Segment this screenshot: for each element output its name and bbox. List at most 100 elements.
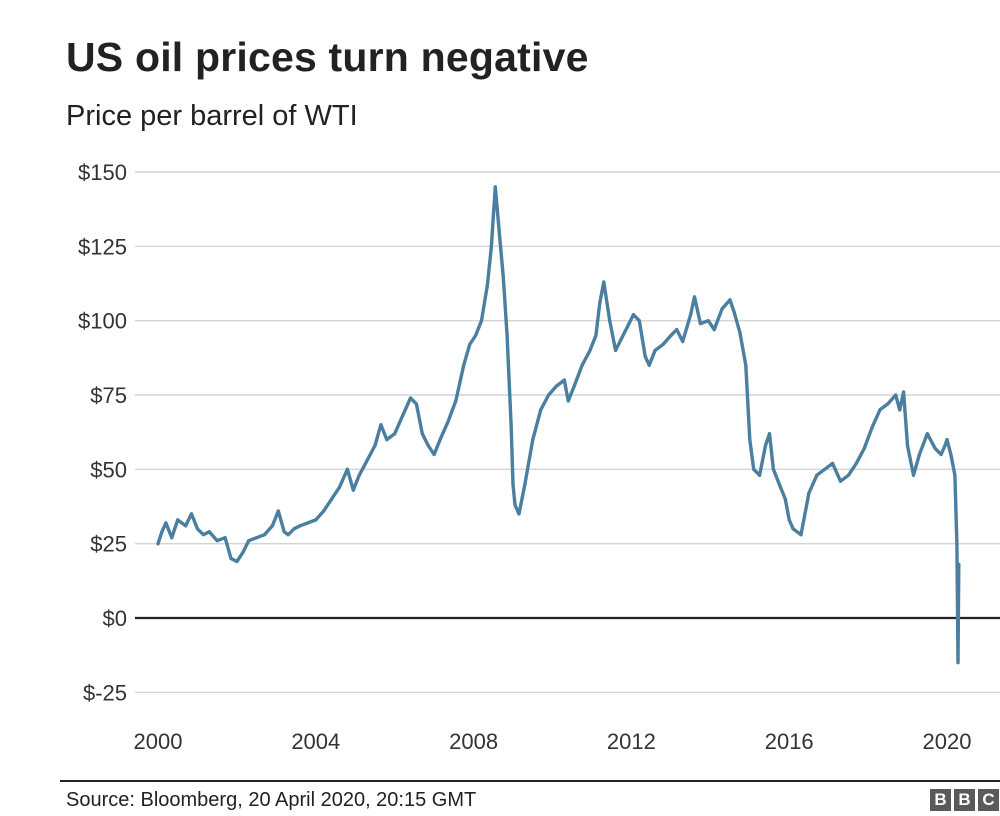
data-point [956, 661, 960, 665]
data-point [763, 443, 768, 448]
bbc-logo: B B C [930, 789, 999, 811]
data-point [905, 443, 910, 448]
data-point [720, 307, 724, 311]
data-point [489, 244, 493, 248]
data-point [539, 408, 543, 412]
data-point [732, 310, 736, 314]
data-point [385, 438, 389, 442]
data-point [345, 467, 349, 471]
data-point [594, 333, 598, 338]
data-point [911, 473, 916, 477]
data-point [894, 393, 898, 397]
data-point [235, 559, 239, 564]
data-point [886, 402, 890, 406]
data-point [777, 482, 781, 486]
data-point [572, 384, 576, 388]
data-point [414, 402, 418, 406]
data-point [262, 533, 267, 537]
data-point [783, 497, 787, 501]
data-point [854, 461, 858, 465]
data-point [176, 518, 180, 522]
line-chart: $150 $125 $100 $75 $50 $25 $0 $-25 2000 2004 2008… [78, 160, 1000, 754]
data-point [164, 521, 168, 525]
data-point [807, 491, 811, 495]
data-point [479, 319, 484, 323]
series-line-wti [156, 185, 961, 665]
data-point [189, 512, 194, 516]
data-point [474, 333, 478, 338]
data-point [846, 473, 851, 477]
x-tick-label: 2000 [134, 729, 183, 754]
data-point [393, 432, 397, 436]
data-point [408, 396, 413, 400]
data-point [588, 348, 592, 352]
data-point [509, 423, 513, 427]
data-point [823, 467, 827, 471]
data-point [566, 399, 570, 403]
data-point [306, 521, 310, 525]
data-point [170, 536, 174, 540]
data-point [491, 215, 495, 219]
chart-subtitle: Price per barrel of WTI [66, 100, 358, 132]
series-layer [156, 185, 961, 665]
data-point [689, 313, 693, 317]
data-point [282, 530, 286, 534]
data-point [945, 438, 949, 442]
data-point [728, 298, 732, 302]
data-point [497, 229, 501, 234]
data-point [878, 408, 882, 412]
x-tick-label: 2012 [607, 729, 656, 754]
data-point [379, 423, 383, 427]
data-point [799, 533, 803, 537]
data-point [322, 509, 326, 513]
data-point [215, 539, 219, 543]
data-point [365, 458, 369, 462]
y-tick-label: $125 [78, 234, 127, 259]
data-point [401, 414, 405, 418]
data-point [270, 524, 274, 528]
x-tick-label: 2004 [291, 729, 340, 754]
data-point [787, 518, 791, 522]
y-tick-label: $100 [78, 309, 127, 334]
data-point [608, 319, 612, 323]
logo-letter-b2: B [954, 789, 975, 811]
data-point [454, 399, 458, 403]
data-point [160, 530, 164, 534]
data-point [653, 348, 657, 352]
data-point [223, 536, 227, 540]
chart-title: US oil prices turn negative [66, 34, 589, 80]
data-point [255, 536, 259, 540]
data-point [485, 283, 489, 287]
source-note: Source: Bloomberg, 20 April 2020, 20:15 … [66, 789, 477, 811]
data-point [493, 185, 497, 189]
data-point [661, 342, 665, 347]
y-tick-label: $50 [90, 457, 127, 482]
x-tick-label: 2020 [923, 729, 972, 754]
data-point [446, 420, 450, 424]
data-point [207, 530, 211, 534]
data-point [351, 488, 355, 492]
y-tick-label: $150 [78, 160, 127, 185]
data-point [643, 354, 647, 358]
logo-letter-b1: B [930, 789, 951, 811]
y-axis-ticks: $150 $125 $100 $75 $50 $25 $0 $-25 [78, 160, 127, 705]
data-point [771, 467, 776, 471]
footer-divider [60, 780, 1000, 782]
data-point [692, 295, 697, 299]
data-point [505, 333, 509, 338]
data-point [767, 432, 772, 436]
data-point [949, 452, 953, 457]
data-point [675, 328, 679, 332]
data-point [815, 473, 819, 477]
data-point [156, 542, 160, 546]
data-point [619, 336, 624, 341]
data-point [373, 443, 377, 448]
data-point [738, 331, 742, 335]
data-point [511, 482, 515, 486]
data-point [247, 539, 251, 543]
data-point [554, 384, 559, 388]
data-point [286, 533, 290, 537]
data-point [513, 503, 517, 507]
data-point [195, 527, 199, 531]
data-point [957, 562, 961, 567]
